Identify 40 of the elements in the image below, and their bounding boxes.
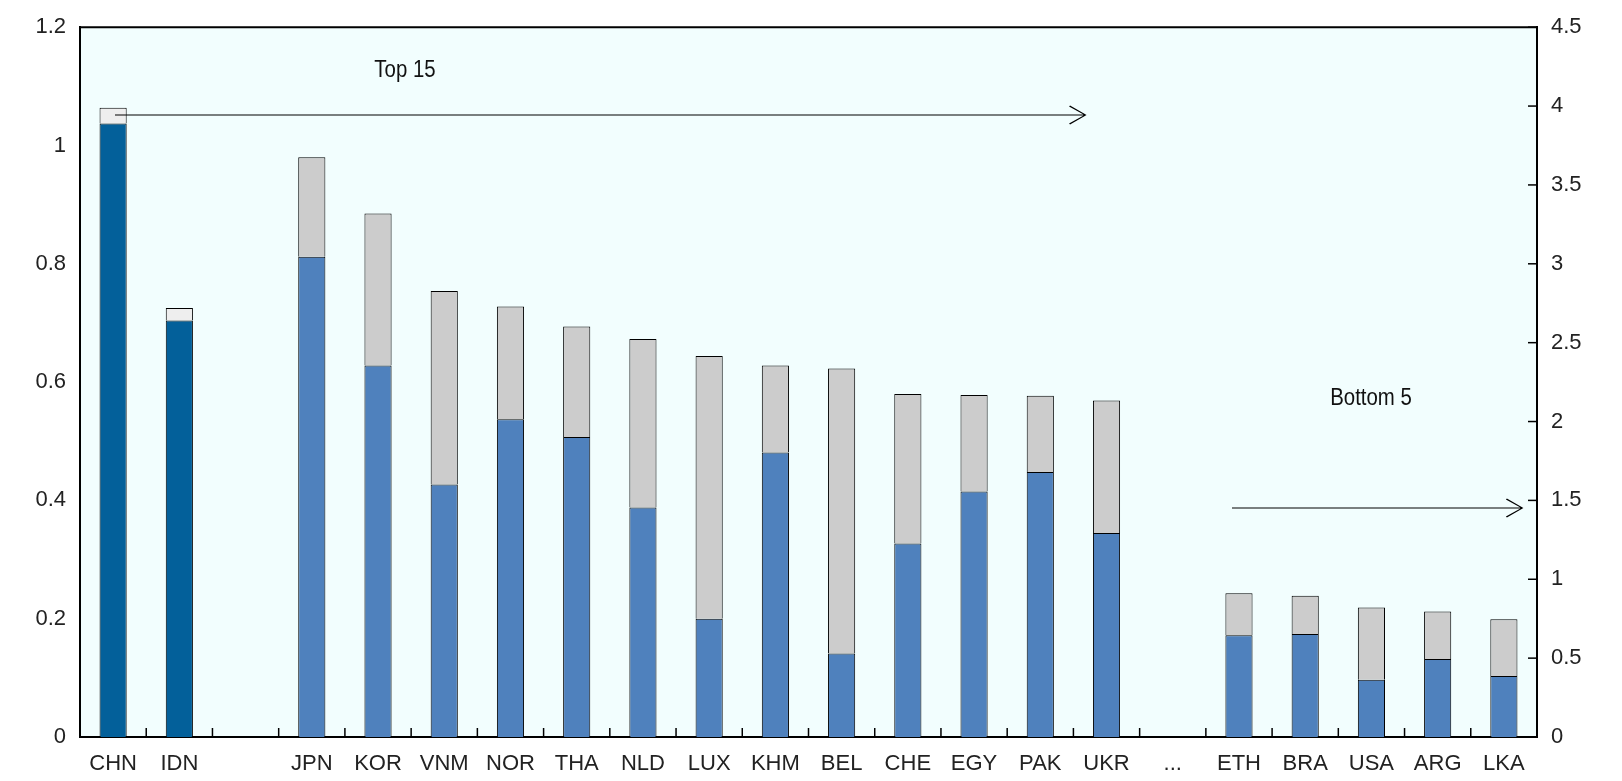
y2-tick-label: 3.5	[1551, 171, 1582, 196]
x-tick-label: NOR	[486, 750, 535, 776]
y-tick-label: 0	[53, 723, 66, 749]
y-tick-label: 0.6	[35, 368, 66, 394]
x-tick-label: LUX	[687, 750, 731, 776]
x-tick-label: PAK	[1019, 750, 1062, 776]
x-tick-label: NLD	[620, 750, 665, 776]
x-tick-label: CHN	[89, 750, 137, 776]
x-tick-label: ARG	[1413, 750, 1462, 776]
x-tick-label: ETH	[1216, 750, 1261, 776]
y2-tick-label: 2.5	[1551, 328, 1582, 354]
x-tick-label: UKR	[1083, 750, 1130, 776]
x-tick-label: USA	[1348, 750, 1395, 776]
x-tick-label: LKA	[1483, 750, 1525, 776]
x-tick-label: THA	[554, 750, 600, 776]
y2-tick-label: 1	[1551, 565, 1564, 591]
y2-tick-label: 0.5	[1551, 644, 1582, 670]
y2-tick-label: 1.5	[1551, 486, 1582, 512]
x-tick-label: IDN	[160, 750, 199, 776]
y-tick-label: 1.2	[35, 13, 66, 39]
y2-tick-label: 2	[1551, 407, 1564, 433]
y-tick-label: 0.2	[35, 604, 66, 630]
x-tick-label: BRA	[1282, 750, 1329, 776]
x-tick-label: BEL	[820, 750, 863, 776]
y-tick-label: 1	[53, 131, 66, 157]
x-tick-label: EGY	[950, 750, 998, 776]
x-tick-label: KOR	[354, 750, 402, 776]
x-tick-label: JPN	[291, 750, 333, 776]
x-tick-label: CHE	[884, 750, 932, 776]
x-tick-label: VNM	[419, 750, 469, 776]
annotation: Bottom 5	[1330, 383, 1413, 412]
y2-tick-label: 4	[1551, 92, 1564, 118]
x-tick-label: ...	[1163, 750, 1182, 776]
y2-tick-label: 4.5	[1551, 13, 1582, 39]
annotation: Top 15	[373, 54, 436, 83]
y2-tick-label: 0	[1551, 723, 1564, 749]
y-tick-label: 0.4	[35, 486, 66, 512]
y2-tick-label: 3	[1551, 249, 1564, 275]
x-tick-label: KHM	[750, 750, 800, 776]
y-tick-label: 0.8	[35, 249, 66, 275]
